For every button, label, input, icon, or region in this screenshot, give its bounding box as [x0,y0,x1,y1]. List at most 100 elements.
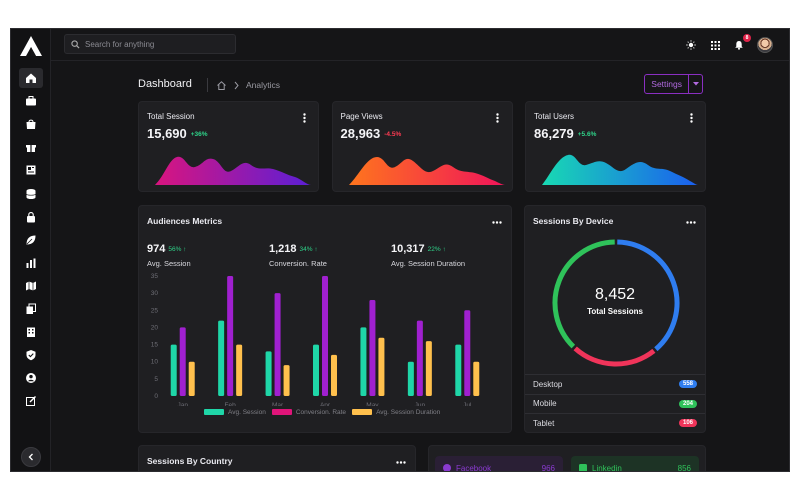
breadcrumb-current: Analytics [246,80,281,90]
bar-may-0[interactable] [360,327,367,396]
sidebar-item-edit[interactable] [19,391,43,411]
social-facebook[interactable]: Facebook 966 [435,456,563,472]
bar-jan-1[interactable] [179,327,186,396]
stat-card: Page Views 28,963 -4.5% [331,101,513,192]
bar-jul-2[interactable] [473,361,480,396]
sidebar-item-leaf[interactable] [19,230,43,250]
card-menu-button[interactable] [685,216,697,228]
bar-jun-0[interactable] [407,361,414,396]
bar-jun-1[interactable] [416,320,423,396]
map-icon [26,281,36,291]
card-menu-button[interactable] [491,216,503,228]
user-circle-icon [26,373,36,384]
bar-chart-icon [26,258,36,268]
sessions-by-device-card: Sessions By Device 8,452 Total Sessions … [524,205,706,433]
search-box[interactable] [64,34,236,54]
sidebar-item-map[interactable] [19,276,43,296]
breadcrumb: Analytics [207,78,280,92]
sidebar-item-user[interactable] [19,368,43,388]
donut-slice-desktop[interactable] [617,239,680,352]
sidebar-item-home[interactable] [19,68,43,88]
bar-mar-2[interactable] [283,365,290,396]
y-tick-label: 5 [154,376,158,383]
device-row-desktop[interactable]: Desktop 558 [525,374,705,394]
card-menu-button[interactable] [395,456,407,468]
copy-icon [26,303,36,314]
device-row-mobile[interactable]: Mobile 204 [525,393,705,414]
bar-may-1[interactable] [369,300,376,396]
bar-jan-2[interactable] [188,361,195,396]
metric-label: Avg. Session [147,259,191,268]
sidebar-item-copy[interactable] [19,299,43,319]
bar-jan-0[interactable] [170,344,177,396]
social-name: Facebook [456,464,492,472]
legend-swatch [352,409,373,415]
bar-feb-2[interactable] [236,344,243,396]
bar-jul-1[interactable] [464,310,471,396]
bar-jul-0[interactable] [455,344,462,396]
legend-item[interactable]: Avg. Session [204,409,266,416]
bar-feb-1[interactable] [227,276,234,396]
bar-jun-2[interactable] [425,341,432,396]
sidebar-item-chart[interactable] [19,253,43,273]
metric-delta: 22% ↑ [427,246,446,253]
settings-button-group: Settings [644,74,703,94]
x-tick-label: May [366,402,379,406]
home-outline-icon[interactable] [216,80,227,91]
card-menu-button[interactable] [685,112,697,124]
stat-card: Total Session 15,690 +36% [138,101,319,192]
notifications-button[interactable]: 8 [733,34,751,51]
sidebar-item-shield[interactable] [19,345,43,365]
social-linkedin[interactable]: Linkedin 856 [571,456,699,471]
more-horizontal-icon [492,220,502,224]
legend-label: Conversion. Rate [295,409,347,416]
card-menu-button[interactable] [492,112,504,124]
bar-may-2[interactable] [378,337,385,396]
donut-slice-tablet[interactable] [573,346,656,367]
device-row-tablet[interactable]: Tablet 106 [525,413,705,433]
settings-dropdown-toggle[interactable] [689,74,703,94]
sidebar-item-building[interactable] [19,322,43,342]
sidebar-item-shopping-bag[interactable] [19,114,43,134]
legend-item[interactable]: Conversion. Rate [271,409,347,416]
metric-session-duration: 10,317 22% ↑ Avg. Session Duration [391,239,465,268]
bar-feb-0[interactable] [218,320,225,396]
stat-delta: +36% [190,131,208,138]
y-tick-label: 30 [151,290,159,297]
donut-total-value: 8,452 [594,286,636,303]
y-tick-label: 35 [151,273,159,280]
donut-total-label: Total Sessions [587,307,643,316]
bar-apr-0[interactable] [313,344,319,396]
x-tick-label: Apr [320,402,331,406]
x-tick-label: Mar [272,402,284,406]
sidebar-item-database[interactable] [19,184,43,204]
stat-title: Total Users [534,112,575,121]
theme-toggle-button[interactable] [685,39,697,51]
sidebar-item-lock[interactable] [19,207,43,227]
y-tick-label: 15 [151,342,159,349]
legend-item[interactable]: Avg. Session Duration [352,409,440,416]
sidebar-item-briefcase[interactable] [19,91,43,111]
sidebar-item-newspaper[interactable] [19,160,43,180]
card-menu-button[interactable] [298,112,310,124]
search-icon [71,39,80,49]
y-tick-label: 10 [151,359,159,366]
sparkline-area [534,154,698,185]
bar-mar-1[interactable] [274,293,281,396]
donut-slice-mobile[interactable] [552,239,615,349]
user-avatar[interactable] [757,37,773,53]
metric-delta: 34% ↑ [299,246,318,253]
x-tick-label: Jun [415,402,426,406]
bar-apr-2[interactable] [331,354,337,396]
settings-button[interactable]: Settings [644,74,689,94]
app-window: 8 Dashboard Analytics Settings Total Ses… [10,28,790,472]
bar-apr-1[interactable] [322,276,328,396]
sidebar-item-gift[interactable] [19,137,43,157]
app-logo-icon[interactable] [19,35,43,57]
metric-conversion-rate: 1,218 34% ↑ Conversion. Rate [269,239,327,268]
apps-grid-button[interactable] [709,39,721,51]
sessions-donut-chart [552,239,680,367]
sidebar-collapse-button[interactable] [21,447,41,467]
bar-mar-0[interactable] [265,351,272,396]
search-input[interactable] [85,39,225,49]
